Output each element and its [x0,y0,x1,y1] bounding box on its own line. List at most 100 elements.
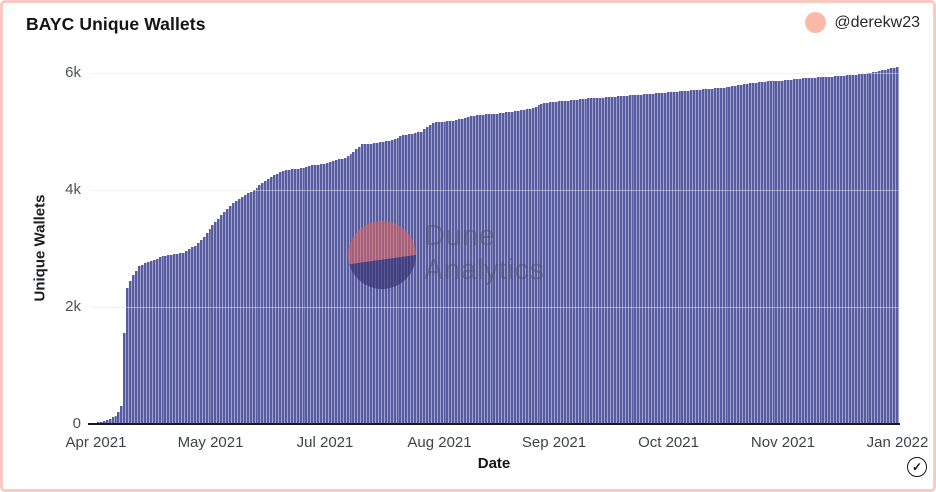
bar [208,229,212,424]
bar [467,117,470,424]
bar [734,85,738,424]
bar [704,89,708,424]
bar [123,332,127,424]
bar [875,71,879,424]
bar [140,264,144,424]
bar [487,114,491,424]
bar [249,191,253,424]
bar [411,133,415,424]
bar [223,212,227,424]
bar [543,103,547,424]
bar [561,101,564,424]
bar [801,78,805,424]
bar [810,77,814,424]
bar [699,89,702,424]
y-axis-title: Unique Wallets [31,194,49,302]
bar [182,252,185,424]
bar [628,95,632,424]
x-tick-label: Jan 2022 [866,434,929,451]
bar [214,221,218,424]
bar [508,112,512,424]
bar [822,77,826,424]
bar [129,280,133,424]
bar [587,98,591,424]
bar [578,99,582,424]
bar [892,67,896,424]
bar [719,87,723,424]
bar [505,112,509,424]
bar [702,89,705,424]
bar [693,90,697,424]
bar [284,170,288,424]
gridline-overlay [91,190,898,191]
bar [740,84,744,424]
bar [669,92,673,424]
bar [164,255,168,424]
x-tick-label: Jul 2021 [296,434,354,451]
bar [490,114,494,424]
bar [549,102,553,424]
gridline [91,73,898,74]
bar [675,91,679,424]
bar [696,89,700,424]
bar [537,105,541,424]
bar [754,82,758,424]
bar [279,172,282,424]
y-tick-label: 2k [65,298,81,315]
bar [317,164,321,424]
bar [760,81,764,424]
watermark-line1: Dune [424,220,496,252]
author-byline[interactable]: @derekw23 [805,12,920,33]
bar [323,163,326,424]
bar [895,67,899,424]
bar [728,86,732,424]
bar [743,84,747,424]
bar [446,121,450,424]
bar [220,215,224,424]
x-tick-label: Sep 2021 [521,434,587,451]
bar [519,110,523,424]
bar [890,68,893,424]
bar [590,98,594,424]
bar [866,73,870,424]
gridline-overlay [91,307,898,308]
bar [281,170,285,424]
bar [872,72,876,424]
bar [296,168,300,424]
bar [610,96,614,424]
bar [170,254,174,424]
bar [358,146,362,424]
bar [176,253,180,424]
page-title: BAYC Unique Wallets [26,14,206,34]
x-tick-label: Apr 2021 [65,434,127,451]
bar [663,92,667,424]
bar [167,255,171,424]
dune-logo-watermark-icon [348,221,416,289]
author-username[interactable]: @derekw23 [834,13,920,31]
bar [293,168,297,424]
bar [314,165,318,424]
bar [534,106,538,424]
bar [581,98,585,424]
watermark-line2: Analytics [424,254,545,286]
bar [458,119,462,424]
check-circle-icon[interactable]: ✓ [907,457,927,477]
bar [640,94,644,424]
bar [707,88,711,424]
bar [531,108,535,424]
bar [566,100,570,424]
bar [117,412,121,424]
bar [443,121,447,424]
bar [646,94,650,424]
bar [343,157,347,424]
author-avatar[interactable] [805,12,827,33]
bar [114,415,118,424]
bar [193,245,197,424]
bar [525,109,529,424]
bar [255,187,259,424]
bar [361,144,365,424]
bar [746,83,749,424]
bar [146,262,150,424]
bar [522,109,526,424]
